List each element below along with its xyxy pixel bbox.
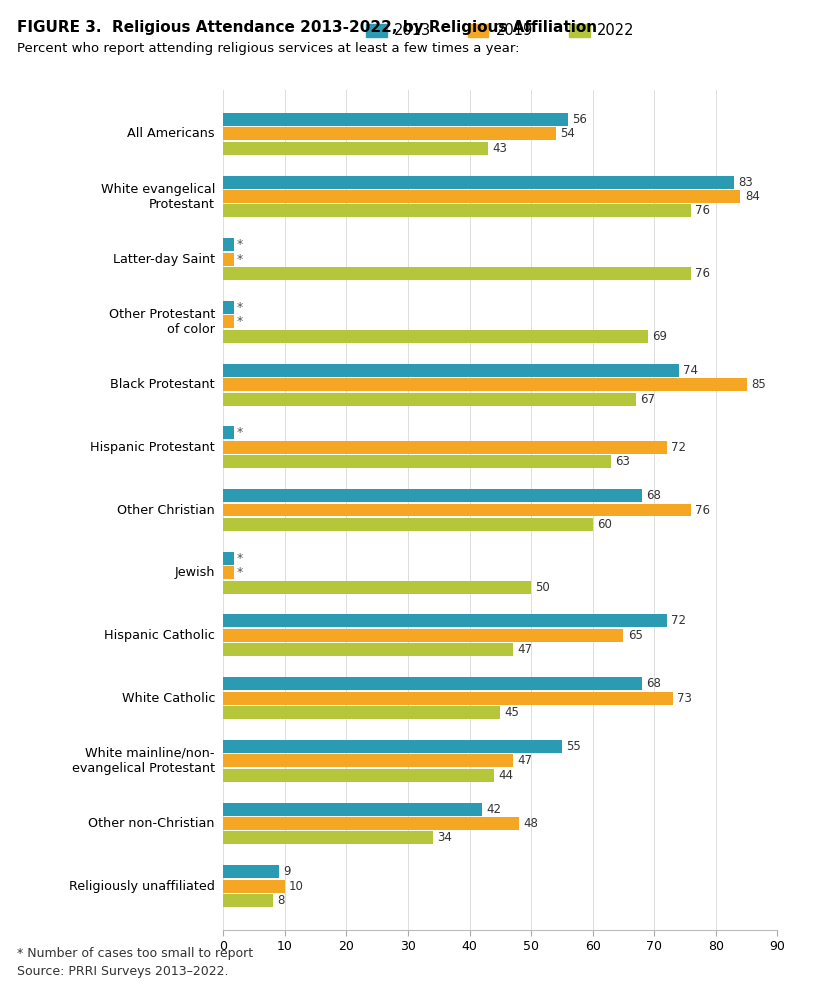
Bar <box>223 629 624 642</box>
Text: 47: 47 <box>517 643 532 656</box>
Bar <box>223 378 747 391</box>
Bar <box>223 865 279 878</box>
Bar <box>223 831 433 844</box>
Bar <box>223 267 691 280</box>
Text: *: * <box>237 552 243 565</box>
Text: 44: 44 <box>499 769 514 782</box>
Text: *: * <box>237 426 243 439</box>
Bar <box>223 566 234 579</box>
Text: *: * <box>237 253 243 266</box>
Bar <box>223 692 672 705</box>
Text: 72: 72 <box>671 614 686 627</box>
Text: 55: 55 <box>566 740 581 753</box>
Text: FIGURE 3.  Religious Attendance 2013-2022, by Religious Affiliation: FIGURE 3. Religious Attendance 2013-2022… <box>17 20 596 35</box>
Text: 74: 74 <box>683 364 698 377</box>
Text: * Number of cases too small to report: * Number of cases too small to report <box>17 947 253 960</box>
Bar <box>223 769 495 782</box>
Text: 85: 85 <box>751 378 766 391</box>
Bar <box>223 315 234 328</box>
Bar <box>223 253 234 266</box>
Bar <box>223 740 562 753</box>
Text: 60: 60 <box>597 518 612 531</box>
Text: 54: 54 <box>560 127 575 140</box>
Text: 67: 67 <box>640 393 655 406</box>
Legend: 2013, 2019, 2022: 2013, 2019, 2022 <box>361 17 640 44</box>
Text: 69: 69 <box>653 330 667 343</box>
Bar <box>223 614 667 627</box>
Text: Source: PRRI Surveys 2013–2022.: Source: PRRI Surveys 2013–2022. <box>17 965 228 978</box>
Bar <box>223 894 273 907</box>
Text: *: * <box>237 566 243 579</box>
Bar <box>223 489 642 502</box>
Bar <box>223 643 513 656</box>
Bar <box>223 330 648 343</box>
Text: 50: 50 <box>535 581 550 594</box>
Bar <box>223 364 679 377</box>
Bar <box>223 803 482 816</box>
Text: 73: 73 <box>677 692 692 705</box>
Bar <box>223 552 234 565</box>
Text: 65: 65 <box>628 629 643 642</box>
Bar <box>223 113 568 126</box>
Text: 34: 34 <box>437 831 452 844</box>
Text: Percent who report attending religious services at least a few times a year:: Percent who report attending religious s… <box>17 42 519 55</box>
Text: 72: 72 <box>671 441 686 454</box>
Bar <box>223 190 740 203</box>
Text: 42: 42 <box>486 803 501 816</box>
Bar <box>223 393 636 406</box>
Text: *: * <box>237 315 243 328</box>
Bar <box>223 581 531 594</box>
Text: 83: 83 <box>739 176 753 189</box>
Bar <box>223 176 734 189</box>
Text: 48: 48 <box>523 817 538 830</box>
Bar <box>223 817 519 830</box>
Text: 43: 43 <box>492 142 507 155</box>
Bar <box>223 754 513 767</box>
Text: 76: 76 <box>696 267 710 280</box>
Bar <box>223 301 234 314</box>
Text: 84: 84 <box>745 190 760 203</box>
Bar <box>223 677 642 690</box>
Bar <box>223 441 667 454</box>
Text: *: * <box>237 238 243 251</box>
Bar <box>223 204 691 217</box>
Bar <box>223 426 234 439</box>
Text: 45: 45 <box>504 706 519 719</box>
Text: 68: 68 <box>646 489 661 502</box>
Bar <box>223 706 500 719</box>
Bar <box>223 455 611 468</box>
Bar <box>223 880 284 893</box>
Text: 10: 10 <box>289 880 304 893</box>
Text: 63: 63 <box>615 455 630 468</box>
Bar <box>223 504 691 516</box>
Text: 68: 68 <box>646 677 661 690</box>
Bar <box>223 238 234 251</box>
Text: 76: 76 <box>696 204 710 217</box>
Text: *: * <box>237 301 243 314</box>
Text: 47: 47 <box>517 754 532 767</box>
Text: 76: 76 <box>696 504 710 516</box>
Bar <box>223 127 556 140</box>
Text: 9: 9 <box>283 865 290 878</box>
Bar <box>223 518 593 531</box>
Bar <box>223 142 488 155</box>
Text: 8: 8 <box>277 894 284 907</box>
Text: 56: 56 <box>572 113 587 126</box>
